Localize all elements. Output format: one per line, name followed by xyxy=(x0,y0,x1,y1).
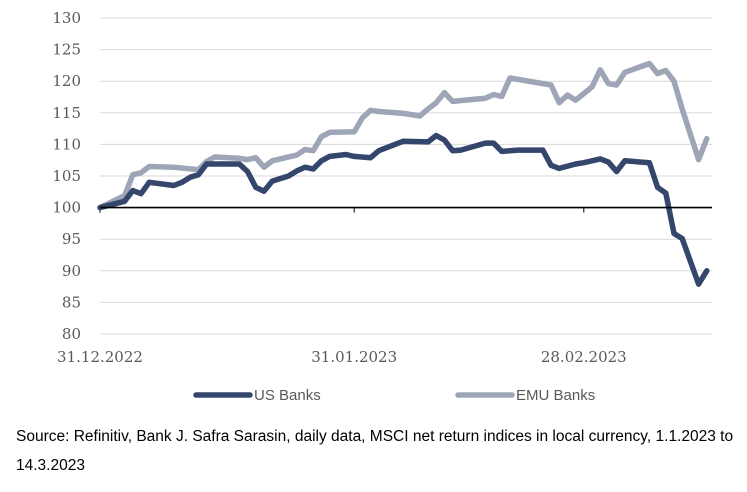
x-tick-label: 28.02.2023 xyxy=(541,348,627,366)
y-tick-label: 130 xyxy=(52,9,81,27)
y-axis-ticks: 80 85 90 95 100 105 110 115 120 125 130 xyxy=(52,9,81,343)
y-tick-label: 100 xyxy=(52,199,81,217)
line-chart: 80 85 90 95 100 105 110 115 120 125 130 31.12.2022… xyxy=(52,9,712,404)
y-tick-label: 120 xyxy=(52,72,81,90)
legend-label-emu-banks: EMU Banks xyxy=(516,387,595,404)
series-line-us-banks xyxy=(97,132,710,287)
series-lines xyxy=(97,60,710,287)
y-tick-label: 105 xyxy=(52,167,81,185)
y-tick-label: 110 xyxy=(52,135,81,153)
x-tick-label: 31.12.2022 xyxy=(57,348,143,366)
y-tick-label: 95 xyxy=(62,230,81,248)
x-tick-label: 31.01.2023 xyxy=(311,348,397,366)
x-axis-ticks: 31.12.2022 31.01.2023 28.02.2023 xyxy=(57,207,627,366)
y-tick-label: 90 xyxy=(62,262,81,280)
legend-label-us-banks: US Banks xyxy=(254,387,321,404)
source-note: Source: Refinitiv, Bank J. Safra Sarasin… xyxy=(16,428,734,474)
y-tick-label: 125 xyxy=(52,41,81,59)
y-tick-label: 115 xyxy=(52,104,81,122)
y-tick-label: 80 xyxy=(62,325,81,343)
legend: US Banks EMU Banks xyxy=(193,387,595,404)
y-tick-label: 85 xyxy=(62,293,81,311)
series-line-emu-banks xyxy=(97,60,710,211)
